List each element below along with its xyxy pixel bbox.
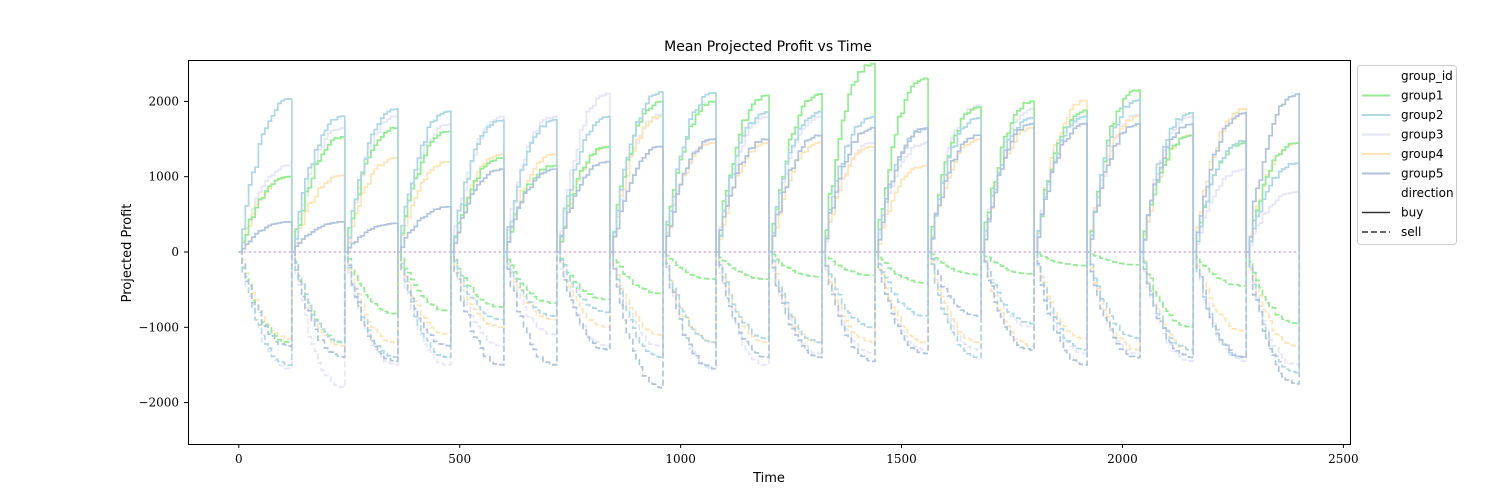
y-tick-label: 2000 <box>148 94 179 108</box>
legend-label-group3: group3 <box>1401 128 1444 142</box>
y-tick-label: 1000 <box>148 170 179 184</box>
series-lines <box>238 62 1301 389</box>
legend-label-group1: group1 <box>1401 89 1444 103</box>
plot-frame <box>188 60 1351 445</box>
series-line-group5-sell <box>238 251 1301 389</box>
legend: group_id group1 group2 group3 group4 group5 di… <box>1357 65 1457 245</box>
y-tick-label: 0 <box>171 245 179 259</box>
legend-title-direction: direction <box>1401 186 1454 200</box>
series-line-group1-sell <box>238 251 1301 344</box>
x-axis: 0 500 1000 1500 2000 2500 <box>235 444 1359 466</box>
chart-title: Mean Projected Profit vs Time <box>664 39 872 55</box>
legend-title-group-id: group_id <box>1401 69 1453 83</box>
x-axis-label: Time <box>752 471 785 486</box>
y-tick-label: −2000 <box>138 396 179 410</box>
series-line-group4-sell <box>238 251 1301 351</box>
x-tick-label: 0 <box>235 452 243 466</box>
x-tick-label: 2000 <box>1107 452 1138 466</box>
series-line-group5-buy <box>238 93 1301 253</box>
legend-label-sell: sell <box>1401 225 1421 239</box>
y-axis-label: Projected Profit <box>120 204 135 303</box>
legend-frame <box>1357 65 1457 245</box>
x-tick-label: 500 <box>448 452 471 466</box>
legend-label-group4: group4 <box>1401 147 1444 161</box>
legend-label-buy: buy <box>1401 206 1423 220</box>
x-tick-label: 1000 <box>665 452 696 466</box>
x-tick-label: 1500 <box>886 452 917 466</box>
legend-label-group5: group5 <box>1401 167 1444 181</box>
x-tick-label: 2500 <box>1328 452 1359 466</box>
y-tick-label: −1000 <box>138 320 179 334</box>
legend-label-group2: group2 <box>1401 108 1444 122</box>
y-axis: −2000 −1000 0 1000 2000 <box>138 94 188 410</box>
